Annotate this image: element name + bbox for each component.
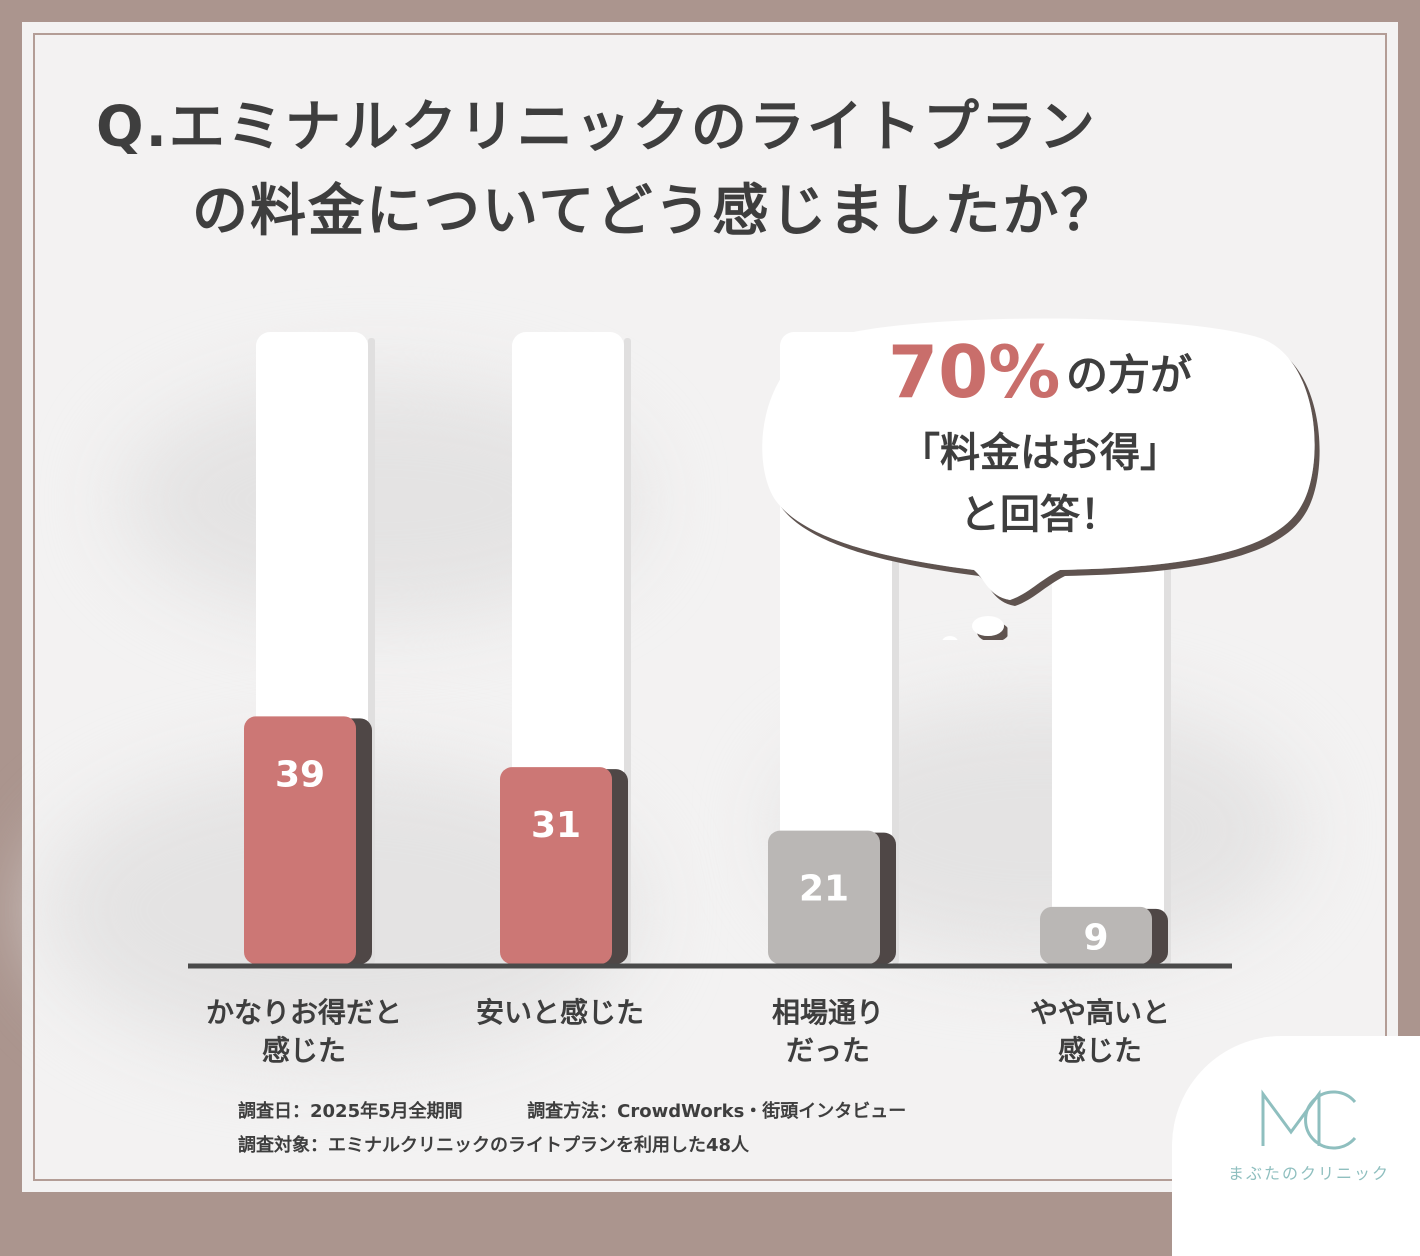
chart-title: Q.エミナルクリニックのライトプラン の料金についてどう感じましたか？ (96, 86, 1118, 254)
data-label: 21 (799, 869, 849, 910)
bar (1040, 906, 1152, 964)
category-label: やや高いと (1030, 996, 1170, 1029)
data-label: 9 (1083, 917, 1108, 958)
frame-border (33, 33, 1387, 1181)
callout: 70% の方が 「料金はお得」 と回答！ (780, 330, 1300, 546)
callout-line-3: と回答！ (960, 492, 1120, 538)
survey-notes-row-2: 調査対象：エミナルクリニックのライトプランを利用した48人 (238, 1131, 749, 1157)
category-label: 感じた (262, 1034, 346, 1067)
callout-suffix: の方が (1065, 350, 1192, 400)
callout-highlight: 70% (888, 330, 1061, 414)
title-line-2: の料金についてどう感じましたか？ (192, 179, 1119, 244)
speech-bubble (762, 318, 1315, 640)
survey-date: 調査日：2025年5月全期間 (238, 1101, 463, 1122)
category-label: かなりお得だと (206, 996, 402, 1029)
category-label: 安いと感じた (476, 996, 644, 1029)
survey-notes-row-1: 調査日：2025年5月全期間 調査方法：CrowdWorks・街頭インタビュー (238, 1097, 906, 1123)
bar (768, 830, 880, 964)
survey-method: 調査方法：CrowdWorks・街頭インタビュー (527, 1101, 907, 1122)
survey-target: 調査対象：エミナルクリニックのライトプランを利用した48人 (238, 1135, 750, 1156)
callout-line-2: 「料金はお得」 (900, 430, 1180, 476)
bar (500, 767, 612, 964)
data-label: 39 (275, 754, 325, 795)
category-label: だった (786, 1034, 870, 1067)
category-label: 感じた (1058, 1034, 1142, 1067)
category-label: 相場通り (772, 996, 884, 1029)
logo-name: まぶたのクリニック (1228, 1164, 1391, 1183)
logo-mark (1261, 1089, 1357, 1150)
title-line-1: Q.エミナルクリニックのライトプラン (96, 95, 1097, 160)
data-label: 31 (531, 805, 581, 846)
bar (244, 716, 356, 964)
